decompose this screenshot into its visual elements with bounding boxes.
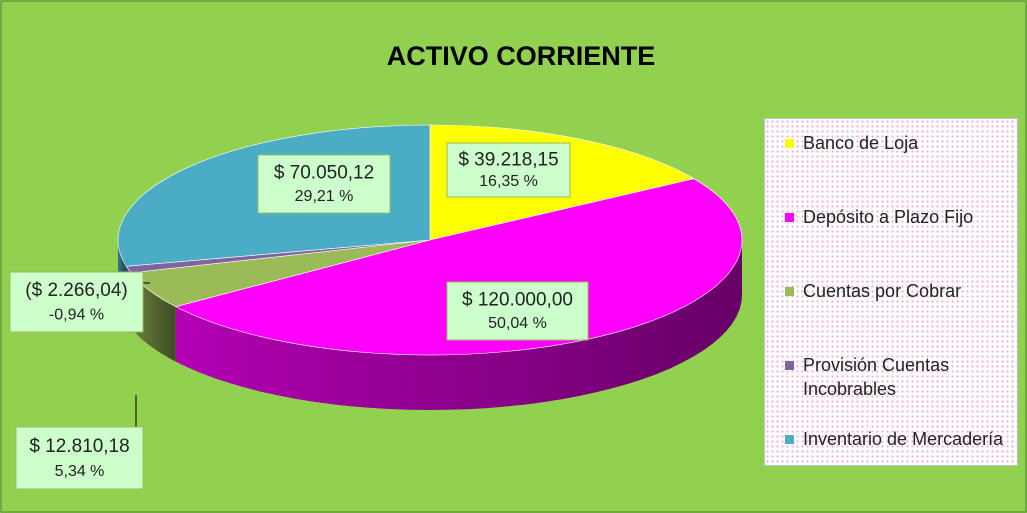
value-label: $ 120.000,00 [462, 290, 573, 311]
legend-item: Banco de Loja [785, 131, 1009, 205]
legend-swatch [785, 361, 794, 370]
legend-label: Cuentas por Cobrar [803, 281, 962, 301]
label-box [15, 426, 144, 490]
legend-label: Banco de Loja [803, 133, 919, 153]
legend-item: Provisión Cuentas Incobrables [785, 353, 1009, 427]
legend-label: Provisión Cuentas Incobrables [803, 355, 950, 399]
label-box [9, 271, 144, 333]
percentage-label: -0,94 % [49, 306, 104, 323]
label-box [446, 142, 571, 198]
legend: Banco de Loja Depósito a Plazo Fijo Cuenta… [764, 118, 1018, 466]
legend-swatch [785, 139, 794, 148]
percentage-label: 50,04 % [488, 315, 547, 332]
value-label: ($ 2.266,04) [25, 280, 127, 301]
legend-swatch [785, 213, 794, 222]
percentage-label: 5,34 % [55, 463, 105, 480]
label-box [257, 154, 391, 214]
legend-item: Depósito a Plazo Fijo [785, 205, 1009, 279]
pie-slice [174, 178, 743, 356]
legend-item: Inventario de Mercadería [785, 427, 1009, 501]
chart-title: ACTIVO CORRIENTE [387, 41, 656, 71]
pie-side [175, 240, 742, 410]
legend-item: Cuentas por Cobrar [785, 279, 1009, 353]
legend-swatch [785, 287, 794, 296]
legend-label: Inventario de Mercadería [803, 429, 1004, 449]
percentage-label: 29,21 % [295, 188, 354, 205]
label-box [446, 281, 589, 341]
value-label: $ 12.810,18 [29, 436, 129, 457]
value-label: $ 39.218,15 [458, 149, 558, 170]
legend-label: Depósito a Plazo Fijo [803, 207, 974, 227]
legend-swatch [785, 435, 794, 444]
percentage-label: 16,35 % [479, 173, 538, 190]
value-label: $ 70.050,12 [274, 163, 374, 184]
